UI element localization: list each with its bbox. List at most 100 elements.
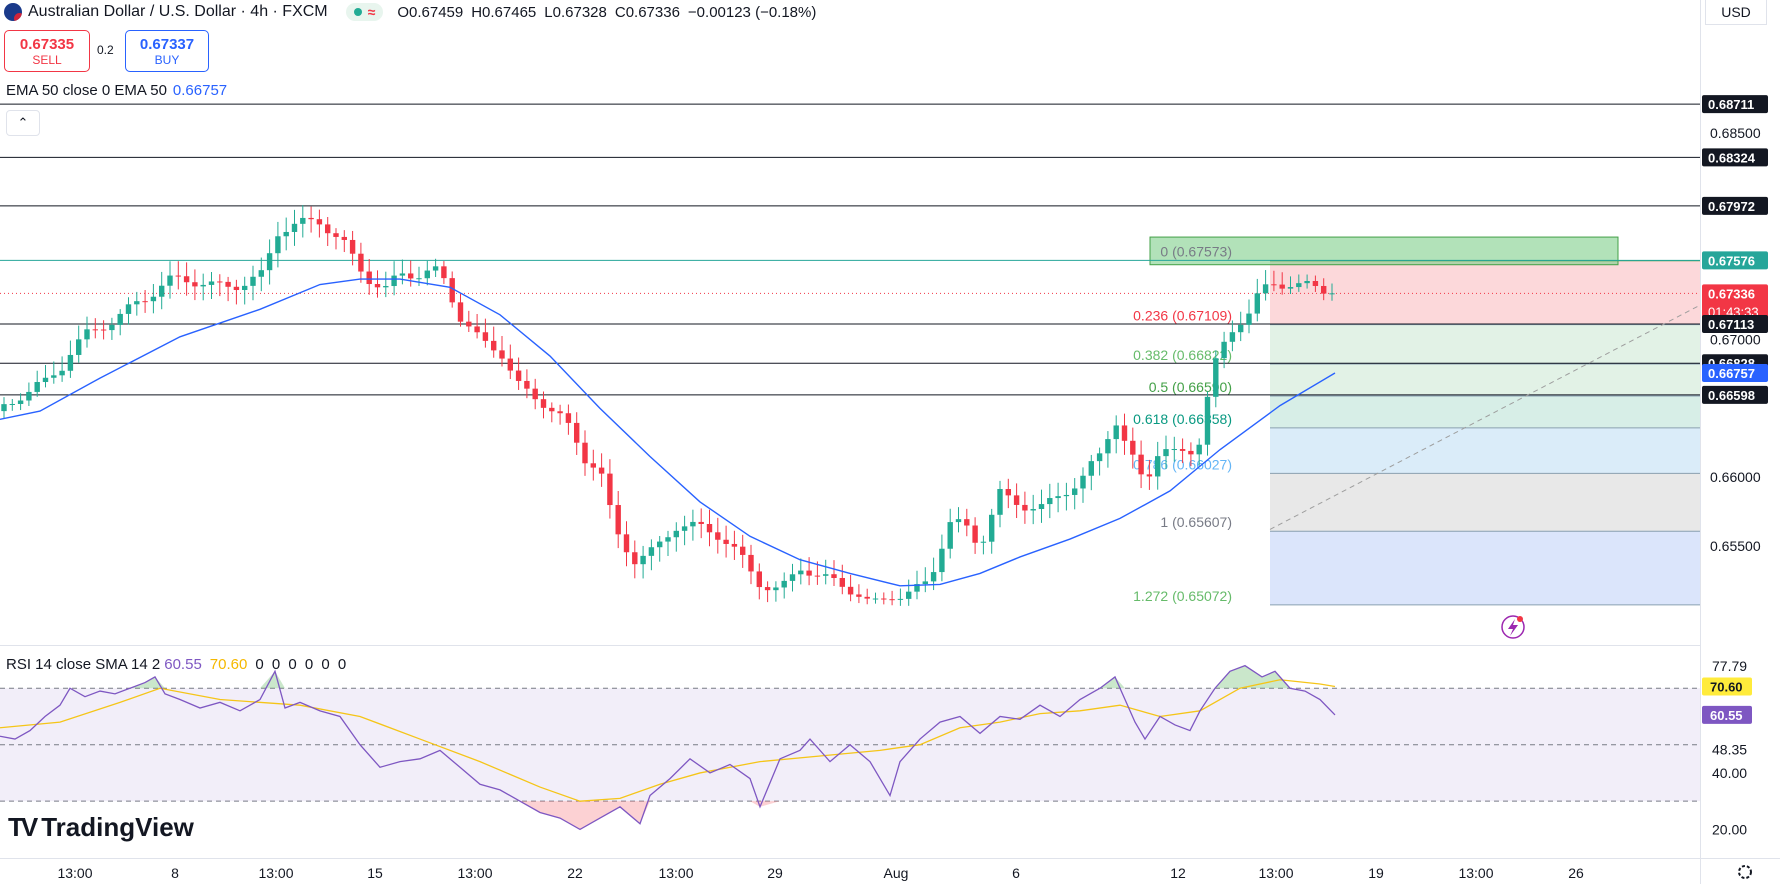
candle-body: [333, 233, 339, 237]
candle-body: [806, 570, 812, 576]
candle-body: [515, 370, 522, 381]
x-tick-label: Aug: [884, 865, 909, 881]
candle-body: [1055, 496, 1061, 499]
candle-body: [275, 236, 281, 254]
candle-body: [665, 537, 671, 542]
price-label-box: [1702, 315, 1768, 334]
candle-body: [366, 271, 372, 285]
candle-body: [756, 571, 762, 588]
candle-body: [42, 377, 49, 383]
price-label: 0.68324: [1708, 150, 1756, 165]
x-tick-label: 13:00: [57, 865, 92, 881]
buy-button[interactable]: 0.67337 BUY: [125, 30, 209, 72]
candle-body: [200, 284, 206, 287]
aud-flag-icon: [4, 3, 22, 21]
candle-body: [789, 574, 796, 581]
candle-body: [1105, 439, 1111, 454]
candle-body: [9, 403, 15, 405]
candle-body: [673, 530, 679, 538]
candle-body: [989, 514, 995, 542]
candle-body: [1, 404, 7, 412]
candle-body: [1262, 284, 1269, 294]
x-tick-label: 13:00: [1258, 865, 1293, 881]
price-label: 0.66598: [1708, 388, 1755, 403]
ema-legend-label: EMA 50 close 0 EMA 50: [6, 82, 167, 99]
candle-body: [17, 400, 24, 404]
candle-body: [1171, 449, 1177, 451]
candle-body: [242, 285, 248, 291]
high-value: H0.67465: [471, 3, 537, 21]
candle-body: [1312, 280, 1319, 286]
candle-body: [159, 285, 165, 297]
candle-body: [109, 324, 115, 331]
currency-selector[interactable]: USD: [1705, 0, 1767, 25]
candle-body: [598, 467, 605, 474]
price-label-box: [1702, 196, 1768, 215]
fib-zone-1: [1270, 531, 1700, 605]
candle-body: [167, 275, 173, 286]
fib-label-0.382: 0.382 (0.66822): [1133, 347, 1232, 363]
symbol-title[interactable]: Australian Dollar / U.S. Dollar · 4h · F…: [28, 3, 328, 20]
candle-body: [1038, 504, 1045, 510]
candle-body: [740, 546, 746, 555]
candle-body: [565, 413, 572, 423]
x-tick-label: 6: [1012, 865, 1020, 881]
candle-body: [1155, 456, 1161, 477]
candle-body: [150, 296, 157, 302]
fib-label-1: 1 (0.65607): [1160, 514, 1232, 530]
candle-body: [208, 281, 215, 285]
candle-body: [175, 275, 181, 277]
candle-body: [532, 388, 538, 400]
collapse-legend-button[interactable]: ⌃: [6, 110, 40, 136]
candle-body: [814, 575, 821, 577]
settings-gear-icon: [1738, 865, 1752, 879]
fib-zone-0.618: [1270, 427, 1700, 474]
candle-body: [283, 231, 289, 237]
candle-body: [383, 286, 389, 288]
tv-logo-icon: TV: [8, 812, 38, 842]
candle-body: [142, 301, 148, 303]
candle-body: [300, 217, 306, 224]
price-label: 0.67336: [1708, 286, 1755, 301]
candle-body: [1080, 475, 1086, 489]
fib-zone-0.5: [1270, 395, 1700, 428]
rsi-value-box: [1702, 677, 1752, 696]
candle-body: [872, 598, 879, 600]
fib-label-0: 0 (0.67573): [1160, 244, 1232, 260]
sell-label: SELL: [32, 52, 62, 67]
candle-body: [723, 539, 729, 544]
x-tick-label: 29: [767, 865, 783, 881]
tradingview-logo[interactable]: TV TradingView: [8, 812, 194, 843]
candle-body: [1296, 283, 1302, 288]
candle-body: [715, 532, 721, 540]
ema-legend[interactable]: EMA 50 close 0 EMA 50 0.66757: [6, 82, 227, 99]
candle-body: [1030, 509, 1036, 511]
x-tick-label: 12: [1170, 865, 1186, 881]
chevron-up-icon: ⌃: [17, 115, 29, 130]
candle-body: [67, 354, 74, 371]
candle-body: [408, 273, 414, 279]
price-label-box: [1702, 148, 1768, 167]
candle-body: [84, 329, 90, 340]
candle-body: [449, 278, 455, 303]
candle-body: [1204, 396, 1211, 445]
candle-body: [374, 284, 381, 288]
candle-body: [706, 523, 713, 533]
candle-body: [76, 339, 82, 355]
candle-body: [291, 223, 298, 232]
sell-price: 0.67335: [19, 35, 75, 53]
rsi-axis-label: 20.00: [1712, 821, 1747, 837]
rsi-sma-line: [0, 679, 1336, 802]
candle-body: [1279, 284, 1285, 289]
market-status-pill[interactable]: ≈: [345, 3, 384, 21]
candle-body: [250, 276, 256, 286]
candle-body: [266, 253, 273, 271]
candle-body: [939, 548, 945, 573]
candle-body: [1121, 425, 1128, 441]
rsi-legend[interactable]: RSI 14 close SMA 14 2 60.55 70.60 0 0 0 0 0…: [6, 656, 348, 673]
ema-legend-value: 0.66757: [172, 82, 228, 99]
candle-body: [574, 422, 580, 443]
sell-button[interactable]: 0.67335 SELL: [4, 30, 90, 72]
close-value: C0.67336: [614, 3, 680, 21]
